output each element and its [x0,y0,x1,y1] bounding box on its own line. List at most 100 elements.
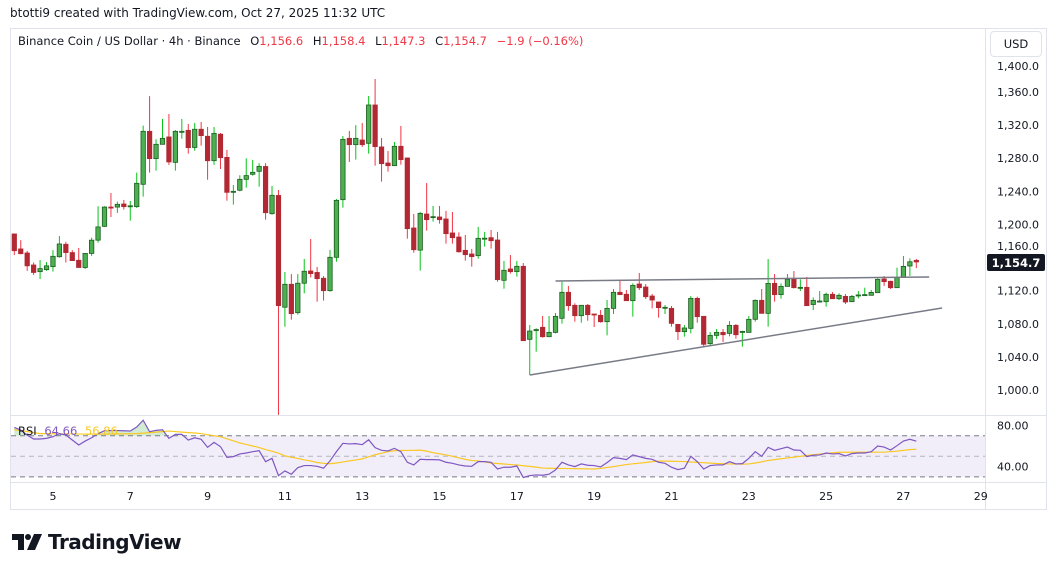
candle-body [314,272,320,280]
close-value: 1,154.7 [443,34,487,48]
candle [572,303,578,322]
price-tick-label: 1,280.0 [997,152,1039,165]
time-tick-label: 5 [49,490,56,503]
candle [662,304,668,315]
candle [89,237,95,256]
candle-body [771,282,778,296]
candle [314,266,320,302]
candle-body [578,304,584,317]
candle-body [69,252,75,262]
candle-body [185,129,191,149]
candle-body [127,205,133,208]
time-tick-label: 21 [664,490,678,503]
candle [823,292,829,307]
rsi-ma-value: 56.86 [84,424,118,438]
candle-body [572,304,578,317]
rsi-axis[interactable]: 80.00 40.00 [997,419,1029,473]
candle-body [668,307,675,324]
change-value: −1.9 (−0.16%) [496,34,584,48]
candle [778,283,784,299]
candle [533,328,539,352]
candle [868,290,874,296]
candle [82,252,88,270]
candle-body [320,277,327,292]
candle [359,122,365,147]
candle-body [707,334,713,345]
candle [340,135,346,208]
candle [69,250,75,262]
candle-body [694,297,700,318]
candle [494,231,501,282]
candle [391,141,398,167]
candle-body [63,243,69,253]
candle-body [224,156,230,193]
candle [449,212,456,244]
high-value: 1,158.4 [321,34,366,48]
candle [76,247,82,268]
candle [56,236,63,258]
candle-body [894,277,900,289]
candle-body [636,283,642,289]
candle [791,271,797,289]
trendline-drawings[interactable] [529,276,943,376]
candle [559,281,565,324]
candle [31,262,37,275]
price-tick-label: 1,320.0 [997,119,1039,132]
candle [224,149,230,201]
price-axis[interactable]: 1,400.0 1,360.0 1,320.0 1,280.0 1,240.0 1,200… [997,60,1039,397]
candle [50,250,56,272]
symbol-title[interactable]: Binance Coin / US Dollar · 4h · Binance [18,34,241,48]
time-tick-label: 27 [896,490,910,503]
candle [578,304,584,323]
candle [797,279,803,291]
candle-body [527,330,533,340]
candle-body [76,259,82,268]
candle [656,301,662,318]
candle-body [443,218,449,235]
candle-body [759,299,765,314]
candle-body [462,249,468,256]
candle [887,280,894,290]
candle [63,241,69,263]
candle [829,291,836,300]
candle [404,157,410,239]
candle-body [211,132,217,162]
rsi-value: 64.66 [44,424,78,438]
candle [688,296,694,334]
tradingview-logo[interactable]: TradingView [12,530,182,554]
candle [18,240,24,255]
candle [836,293,842,301]
candle [546,315,552,338]
candle-body [346,137,352,146]
candle-body [662,306,668,309]
low-label: L [375,34,382,48]
price-tick-label: 1,080.0 [997,318,1039,331]
candle-body [172,130,178,163]
candle-body [89,239,95,254]
candle-body [565,291,571,307]
candle [746,315,752,333]
candle [237,175,243,192]
candle-body [230,190,236,193]
candle-body [101,206,108,227]
candle-body [836,294,842,300]
candle [269,185,275,215]
candle [701,315,707,348]
candle-body [494,239,501,281]
candle [37,260,43,280]
candle-body [623,293,629,302]
time-axis[interactable]: 5 7 9 11 13 15 17 19 21 23 25 27 29 [49,490,987,503]
candle [192,122,198,151]
candle-body [752,299,758,320]
candle [862,287,868,297]
candle [694,296,700,323]
time-tick-label: 11 [278,490,292,503]
rsi-label[interactable]: RSI [18,424,37,438]
price-tick-label: 1,400.0 [997,60,1039,73]
candle-body [134,182,140,208]
candle [166,113,172,165]
low-value: 1,147.3 [381,34,426,48]
currency-button[interactable]: USD [990,31,1042,57]
candle [114,201,120,213]
